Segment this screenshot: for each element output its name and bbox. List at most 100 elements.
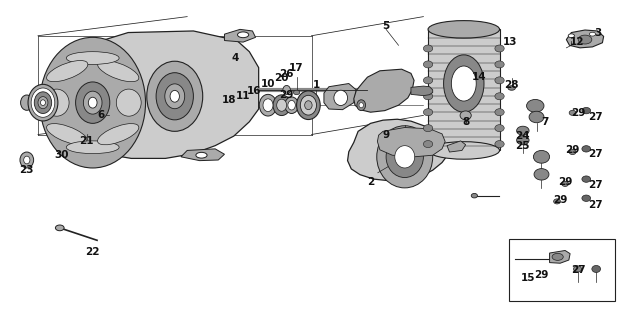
- Ellipse shape: [495, 61, 504, 68]
- Ellipse shape: [424, 45, 433, 52]
- Ellipse shape: [300, 95, 316, 115]
- Polygon shape: [324, 84, 356, 110]
- Ellipse shape: [359, 103, 363, 108]
- Ellipse shape: [288, 100, 295, 110]
- Text: 30: 30: [54, 150, 69, 160]
- Ellipse shape: [569, 110, 576, 116]
- Ellipse shape: [40, 100, 45, 106]
- Text: 12: 12: [570, 37, 585, 47]
- Ellipse shape: [88, 97, 97, 108]
- Ellipse shape: [98, 60, 139, 82]
- Ellipse shape: [47, 60, 88, 82]
- Text: 25: 25: [516, 141, 530, 151]
- Ellipse shape: [273, 95, 290, 116]
- Ellipse shape: [165, 84, 184, 109]
- Ellipse shape: [495, 109, 504, 116]
- Ellipse shape: [574, 266, 582, 272]
- Ellipse shape: [508, 86, 515, 90]
- Text: 15: 15: [521, 273, 535, 283]
- Ellipse shape: [562, 181, 569, 187]
- Text: 24: 24: [516, 131, 530, 141]
- Ellipse shape: [377, 126, 433, 188]
- Text: 27: 27: [571, 265, 586, 275]
- Text: 11: 11: [236, 91, 250, 101]
- Text: 16: 16: [247, 85, 262, 96]
- Text: 7: 7: [541, 117, 549, 127]
- Ellipse shape: [357, 100, 366, 111]
- Text: 14: 14: [472, 72, 487, 82]
- Ellipse shape: [526, 100, 544, 112]
- Ellipse shape: [529, 111, 544, 123]
- Polygon shape: [82, 31, 259, 158]
- Text: 1: 1: [313, 80, 320, 90]
- Ellipse shape: [495, 77, 504, 84]
- Text: 27: 27: [587, 112, 602, 122]
- Ellipse shape: [117, 89, 141, 116]
- Ellipse shape: [444, 55, 484, 112]
- Ellipse shape: [237, 32, 249, 38]
- Polygon shape: [411, 86, 433, 96]
- Text: 29: 29: [572, 108, 586, 118]
- Ellipse shape: [263, 99, 273, 112]
- Text: 17: 17: [289, 63, 304, 73]
- Ellipse shape: [285, 97, 298, 114]
- Ellipse shape: [47, 124, 88, 145]
- Ellipse shape: [66, 141, 119, 154]
- Ellipse shape: [277, 99, 287, 111]
- Text: 18: 18: [222, 95, 237, 105]
- Ellipse shape: [28, 84, 58, 121]
- Text: 5: 5: [383, 21, 390, 31]
- Ellipse shape: [451, 66, 476, 101]
- Ellipse shape: [66, 52, 119, 64]
- Ellipse shape: [395, 146, 415, 168]
- Ellipse shape: [516, 126, 529, 135]
- Ellipse shape: [495, 45, 504, 52]
- Text: 26: 26: [279, 69, 294, 79]
- Ellipse shape: [24, 156, 30, 164]
- Ellipse shape: [170, 90, 179, 102]
- Ellipse shape: [147, 61, 202, 131]
- Ellipse shape: [55, 225, 64, 231]
- Text: 29: 29: [535, 270, 549, 280]
- Ellipse shape: [424, 109, 433, 116]
- Bar: [428, 29, 500, 150]
- Ellipse shape: [424, 61, 433, 68]
- Text: 27: 27: [587, 149, 602, 159]
- Ellipse shape: [568, 34, 574, 38]
- Text: 20: 20: [274, 73, 289, 83]
- Text: 28: 28: [505, 80, 519, 90]
- Ellipse shape: [582, 146, 591, 152]
- Text: 22: 22: [85, 247, 100, 257]
- Ellipse shape: [196, 152, 207, 158]
- Polygon shape: [447, 141, 465, 152]
- Ellipse shape: [44, 89, 69, 116]
- Ellipse shape: [495, 140, 504, 148]
- Ellipse shape: [83, 91, 102, 114]
- Ellipse shape: [386, 136, 424, 178]
- Text: 29: 29: [558, 177, 573, 187]
- Ellipse shape: [495, 124, 504, 132]
- Ellipse shape: [334, 90, 348, 106]
- Ellipse shape: [424, 93, 433, 100]
- Text: 29: 29: [566, 146, 580, 156]
- Text: 8: 8: [462, 117, 469, 127]
- Ellipse shape: [582, 176, 591, 182]
- Ellipse shape: [38, 97, 48, 109]
- Polygon shape: [181, 149, 224, 161]
- Ellipse shape: [40, 37, 146, 168]
- Bar: [509, 239, 615, 301]
- Text: 3: 3: [594, 28, 601, 37]
- Text: 29: 29: [280, 90, 294, 100]
- Ellipse shape: [283, 85, 290, 94]
- Ellipse shape: [75, 82, 110, 123]
- Text: 6: 6: [98, 110, 105, 120]
- Ellipse shape: [460, 111, 471, 120]
- Text: 2: 2: [367, 177, 374, 187]
- Ellipse shape: [578, 35, 592, 44]
- Ellipse shape: [428, 142, 500, 159]
- Ellipse shape: [516, 136, 529, 145]
- Ellipse shape: [21, 95, 33, 110]
- Ellipse shape: [569, 149, 576, 155]
- Ellipse shape: [534, 169, 549, 180]
- Text: 9: 9: [383, 130, 389, 140]
